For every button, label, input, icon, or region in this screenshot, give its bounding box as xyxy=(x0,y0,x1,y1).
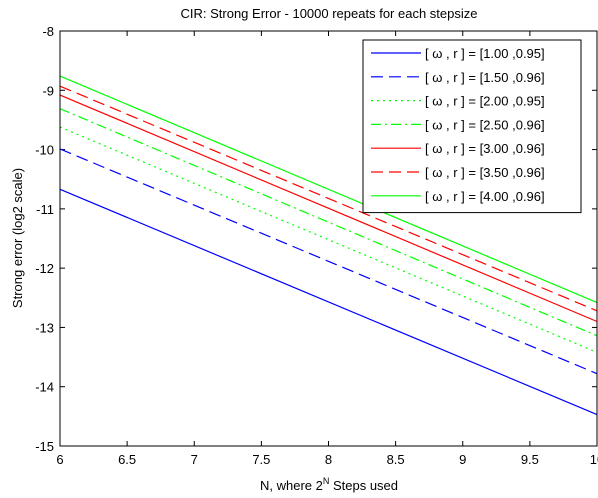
x-tick-label: 7 xyxy=(191,452,198,467)
legend-label: [ ω , r ] = [2.00 ,0.95] xyxy=(425,94,545,109)
series-line xyxy=(59,126,598,353)
y-tick-label: -11 xyxy=(36,202,54,217)
series-lines xyxy=(59,75,598,416)
y-tick-label: -9 xyxy=(42,83,54,98)
x-tick-label: 7.5 xyxy=(252,452,270,467)
y-tick-label: -13 xyxy=(35,320,54,335)
legend: [ ω , r ] = [1.00 ,0.95] [ ω , r ] = [1.5… xyxy=(362,39,582,214)
y-axis-label: Strong error (log2 scale) xyxy=(10,168,25,308)
legend-label: [ ω , r ] = [3.50 ,0.96] xyxy=(425,165,545,180)
series-line xyxy=(59,148,598,375)
x-axis-label-superscript: N xyxy=(323,476,330,486)
axis-ticks: 6 6.5 7 7.5 8 8.5 9 9.5 10 -15 -14 -13 -12 -11 -10 -9 -8 xyxy=(35,24,598,467)
legend-label: [ ω , r ] = [2.50 ,0.96] xyxy=(425,117,545,132)
x-tick-label: 6 xyxy=(56,452,63,467)
series-line xyxy=(59,94,598,323)
x-tick-label: 8 xyxy=(325,452,332,467)
y-tick-label: -15 xyxy=(35,439,54,454)
legend-label: [ ω , r ] = [3.00 ,0.96] xyxy=(425,141,545,156)
series-line xyxy=(59,85,598,312)
y-tick-label: -14 xyxy=(35,380,54,395)
series-line xyxy=(59,75,598,304)
x-tick-label: 9 xyxy=(459,452,466,467)
chart-title: CIR: Strong Error - 10000 repeats for ea… xyxy=(181,6,478,21)
x-tick-label: 9.5 xyxy=(521,452,539,467)
y-tick-label: -8 xyxy=(42,24,54,39)
x-tick-label: 10 xyxy=(590,452,598,467)
x-axis-label-prefix: N, where 2 xyxy=(260,478,323,493)
series-line xyxy=(59,108,598,337)
x-tick-label: 6.5 xyxy=(118,452,136,467)
x-tick-label: 8.5 xyxy=(387,452,405,467)
x-axis-label: N, where 2N Steps used xyxy=(260,476,398,493)
legend-label: [ ω , r ] = [1.50 ,0.96] xyxy=(425,70,545,85)
legend-box xyxy=(362,39,582,214)
legend-label: [ ω , r ] = [1.00 ,0.95] xyxy=(425,46,545,61)
y-tick-label: -12 xyxy=(35,261,54,276)
legend-label: [ ω , r ] = [4.00 ,0.96] xyxy=(425,189,545,204)
series-line xyxy=(59,188,598,416)
y-tick-label: -10 xyxy=(35,143,54,158)
plot-frame xyxy=(59,30,598,447)
x-axis-label-suffix: Steps used xyxy=(329,478,398,493)
